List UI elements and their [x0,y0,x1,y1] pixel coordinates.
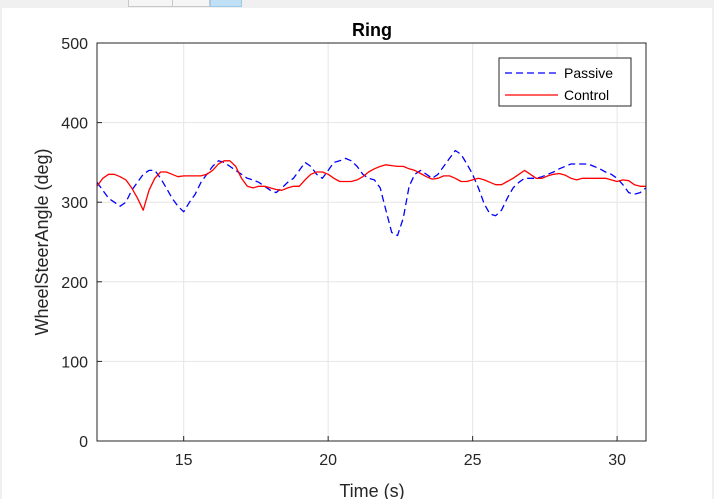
x-tick-label: 25 [464,452,482,469]
x-tick-label: 20 [319,452,337,469]
figure-toolbar-strip [0,0,714,8]
chart-title: Ring [352,20,392,40]
legend[interactable]: Passive Control [498,57,632,107]
legend-label-passive: Passive [564,65,613,81]
x-tick-label: 15 [175,452,193,469]
x-tick-label: 30 [608,452,626,469]
plot-frame [96,42,647,442]
y-tick-label: 100 [61,354,88,371]
toolbar-tab-active[interactable] [210,0,242,7]
toolbar-tab-2[interactable] [172,0,210,7]
y-tick-label: 500 [61,36,88,53]
y-axis-label: WheelSteerAngle (deg) [32,148,52,335]
y-tick-label: 400 [61,116,88,133]
series-line-control [96,160,646,211]
y-tick-label: 0 [79,434,88,451]
legend-box [498,57,632,107]
series-line-passive [96,149,647,237]
x-axis-label: Time (s) [339,481,404,499]
y-tick-label: 200 [61,275,88,292]
y-tick-label: 300 [61,195,88,212]
plot-area [97,43,646,441]
legend-label-control: Control [564,87,609,103]
series-layer [96,149,647,237]
